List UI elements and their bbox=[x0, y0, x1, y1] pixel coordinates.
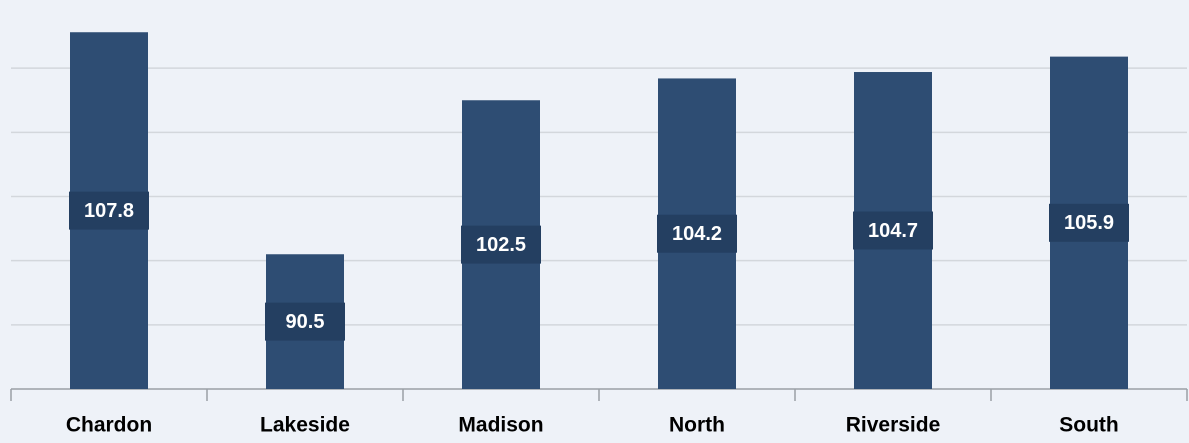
data-label-box bbox=[69, 191, 149, 230]
data-label-box bbox=[265, 302, 345, 341]
x-tick-label: Lakeside bbox=[260, 414, 350, 437]
x-tick-label: Chardon bbox=[66, 414, 152, 437]
data-label-box bbox=[853, 211, 933, 250]
data-label: 90.5 bbox=[286, 311, 325, 333]
data-label: 104.7 bbox=[868, 220, 918, 242]
x-tick-label: South bbox=[1059, 414, 1118, 437]
x-tick-label: Riverside bbox=[846, 414, 941, 437]
data-label-box bbox=[657, 214, 737, 253]
x-tick-label: North bbox=[669, 414, 725, 437]
data-label: 107.8 bbox=[84, 200, 134, 222]
data-label: 105.9 bbox=[1064, 212, 1114, 234]
x-tick-label: Madison bbox=[458, 414, 543, 437]
data-label: 102.5 bbox=[476, 234, 526, 256]
data-label-box bbox=[461, 225, 541, 264]
data-label: 104.2 bbox=[672, 223, 722, 245]
data-label-box bbox=[1049, 203, 1129, 242]
